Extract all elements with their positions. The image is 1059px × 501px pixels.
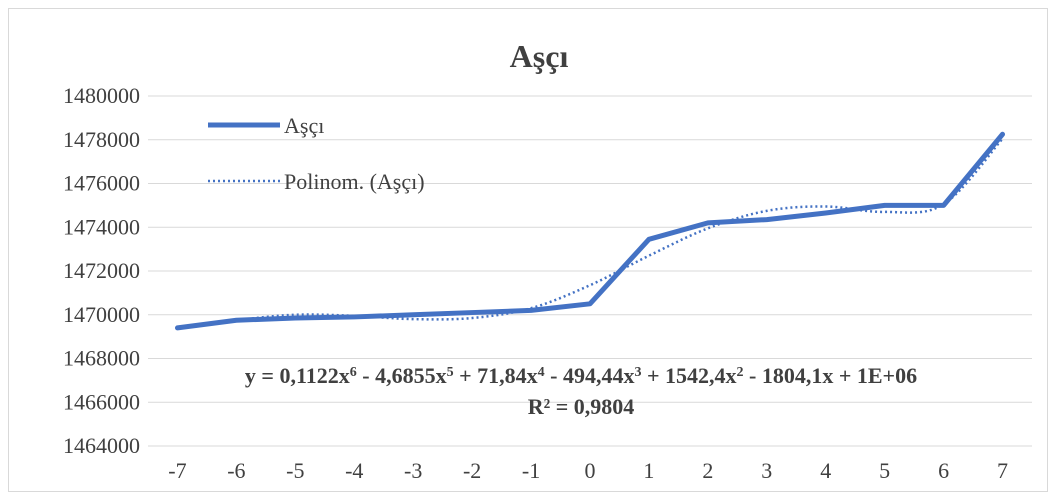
gridlines: [148, 95, 1032, 447]
x-tick-label: 7: [997, 458, 1008, 483]
x-tick-label: 5: [879, 458, 890, 483]
equation-term: - 1804,1x + 1E+06: [744, 363, 918, 388]
x-tick-label: -3: [404, 458, 422, 483]
chart-title: Aşçı: [510, 38, 569, 74]
equation-term: + 71,84x: [454, 363, 538, 388]
series-line-asci: [174, 131, 1006, 331]
y-tick-label: 1472000: [63, 258, 140, 283]
y-tick-label: 1476000: [63, 171, 140, 196]
equation-term: - 4,6855x: [357, 363, 447, 388]
equation-term: y = 0,1122x: [245, 363, 350, 388]
x-tick-label: 3: [761, 458, 772, 483]
y-tick-label: 1470000: [63, 302, 140, 327]
equation-exponent: 6: [350, 365, 357, 380]
equation-exponent: 5: [447, 365, 454, 380]
x-tick-label: -5: [286, 458, 304, 483]
equation-term: + 1542,4x: [641, 363, 736, 388]
series-layer: [174, 131, 1006, 331]
y-tick-label: 1478000: [63, 127, 140, 152]
equation-exponent: 2: [737, 365, 744, 380]
trendline-polynomial: [177, 137, 1004, 330]
x-tick-label: -7: [168, 458, 186, 483]
x-tick-label: 4: [820, 458, 831, 483]
x-tick-label: -4: [345, 458, 363, 483]
equation-term: - 494,44x: [545, 363, 635, 388]
x-tick-label: 2: [702, 458, 713, 483]
y-tick-label: 1466000: [63, 389, 140, 414]
y-axis-ticks: 1464000 1466000 1468000 1470000 1472000 14740…: [63, 83, 140, 458]
y-tick-label: 1480000: [63, 83, 140, 108]
x-tick-label: -2: [463, 458, 481, 483]
x-axis-ticks: -7 -6 -5 -4 -3 -2 -1 0 1 2 3 4 5 6 7: [168, 458, 1008, 483]
legend-label-trendline: Polinom. (Aşçı): [284, 169, 425, 194]
trendline-r-squared: R² = 0,9804: [528, 394, 635, 419]
x-tick-label: -1: [522, 458, 540, 483]
trendline-equation: y = 0,1122x6 - 4,6855x5 + 71,84x4 - 494,…: [245, 363, 917, 388]
y-tick-label: 1468000: [63, 346, 140, 371]
legend: Aşçı Polinom. (Aşçı): [208, 113, 425, 194]
y-tick-label: 1464000: [63, 433, 140, 458]
x-tick-label: -6: [227, 458, 245, 483]
legend-label-series: Aşçı: [284, 113, 324, 138]
x-tick-label: 6: [938, 458, 949, 483]
y-tick-label: 1474000: [63, 214, 140, 239]
chart-frame: [8, 8, 1048, 492]
equation-exponent: 4: [538, 365, 545, 380]
x-tick-label: 1: [643, 458, 654, 483]
equation-exponent: 3: [634, 365, 641, 380]
x-tick-label: 0: [585, 458, 596, 483]
